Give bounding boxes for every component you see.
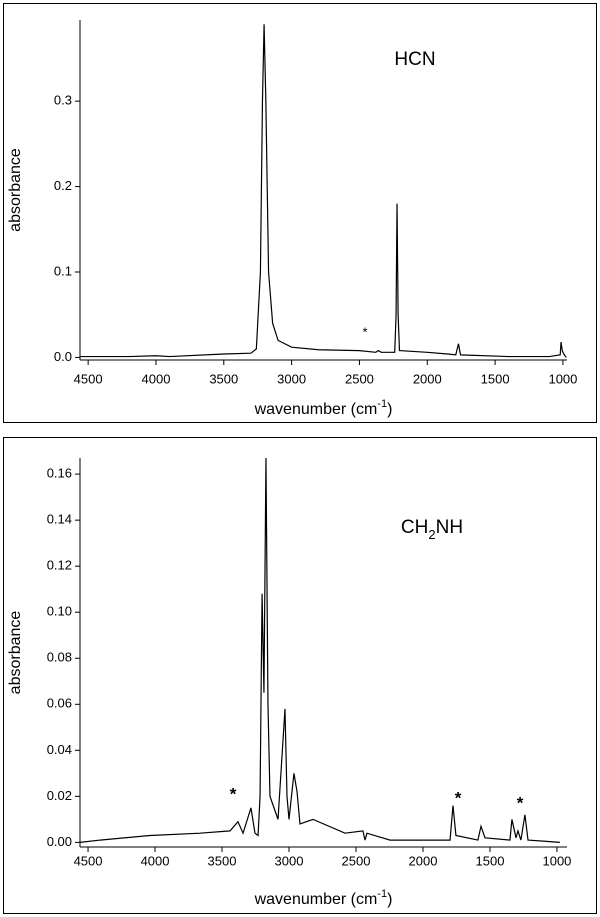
x-tick-label: 4000: [141, 853, 170, 868]
y-tick-label: 0.04: [47, 742, 72, 757]
asterisk-marker: *: [455, 788, 462, 807]
asterisk-marker: *: [517, 793, 524, 812]
compound-label-part: NH: [436, 517, 463, 538]
x-axis-label-part: wavenumber (cm: [254, 891, 378, 908]
x-tick-label: 2500: [345, 371, 374, 386]
asterisk-marker: *: [362, 324, 367, 339]
x-axis-label-part: wavenumber (cm: [254, 401, 378, 418]
compound-label-part: 2: [428, 527, 435, 542]
y-tick-label: 0.2: [54, 178, 72, 193]
y-tick-label: 0.3: [54, 93, 72, 108]
y-tick-label: 0.14: [47, 512, 72, 527]
y-axis-label: absorbance: [7, 611, 24, 695]
x-axis-label-part: -1: [377, 398, 387, 410]
x-tick-label: 1500: [476, 853, 505, 868]
x-axis-label-part: ): [387, 891, 392, 908]
spectrum-line: [80, 24, 567, 358]
compound-label: CH2NH: [401, 517, 463, 542]
spectrum-line: [79, 457, 560, 843]
x-tick-label: 4500: [74, 853, 103, 868]
y-tick-label: 0.0: [54, 349, 72, 364]
panel-frame: [3, 3, 597, 423]
x-tick-label: 3500: [209, 371, 238, 386]
y-tick-label: 0.12: [47, 558, 72, 573]
y-tick-label: 0.1: [54, 263, 72, 278]
x-tick-label: 3000: [277, 371, 306, 386]
x-tick-label: 1000: [548, 371, 577, 386]
compound-label-part: HCN: [394, 49, 435, 70]
x-axis-label-part: ): [387, 401, 392, 418]
y-tick-label: 0.10: [47, 604, 72, 619]
y-tick-label: 0.08: [47, 650, 72, 665]
x-tick-label: 2000: [413, 371, 442, 386]
y-tick-label: 0.00: [47, 834, 72, 849]
y-tick-label: 0.02: [47, 788, 72, 803]
x-axis-label-part: -1: [377, 888, 387, 900]
x-axis-label: wavenumber (cm-1): [254, 888, 393, 908]
x-tick-label: 3500: [208, 853, 237, 868]
y-axis-label: absorbance: [7, 148, 24, 232]
x-tick-label: 2000: [409, 853, 438, 868]
x-tick-label: 1500: [481, 371, 510, 386]
x-tick-label: 2500: [342, 853, 371, 868]
x-tick-label: 4500: [74, 371, 103, 386]
x-axis-label: wavenumber (cm-1): [254, 398, 393, 418]
x-tick-label: 1000: [542, 853, 571, 868]
compound-label: HCN: [394, 49, 435, 70]
x-tick-label: 4000: [142, 371, 171, 386]
compound-label-part: CH: [401, 517, 428, 538]
x-tick-label: 3000: [275, 853, 304, 868]
y-tick-label: 0.06: [47, 696, 72, 711]
panel-frame: [3, 437, 597, 914]
asterisk-marker: *: [230, 784, 237, 803]
y-tick-label: 0.16: [47, 466, 72, 481]
